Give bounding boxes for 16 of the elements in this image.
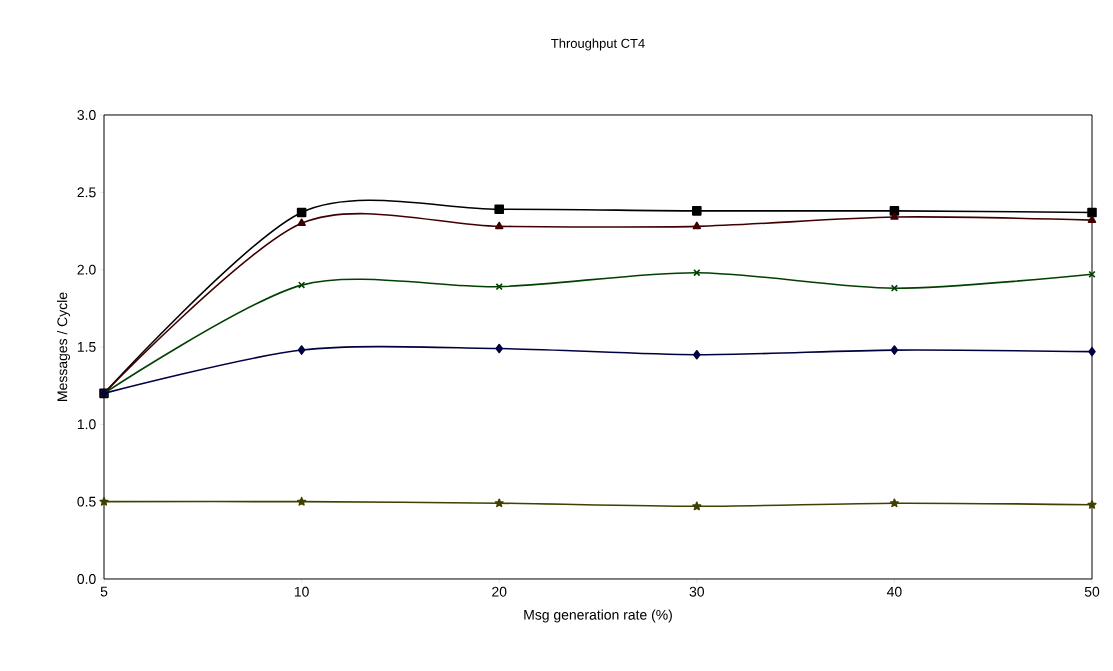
x-tick-label: 10 [294,586,309,597]
x-tick-label: 50 [1084,586,1100,597]
y-axis-title: Messages / Cycle [57,292,70,401]
x-tick-label: 5 [100,586,108,597]
chart-title: Throughput CT4 [551,38,645,51]
y-tick-label: 1.0 [77,419,96,430]
y-tick-label: 1.5 [77,342,96,352]
y-tick-label: 0.5 [77,496,96,507]
x-tick-label: 20 [492,586,507,597]
y-tick-label: 3.0 [77,110,96,120]
y-tick-label: 2.0 [77,264,96,275]
x-tick-label: 30 [689,586,705,597]
x-axis-title: Msg generation rate (%) [524,609,672,623]
y-tick-label: 2.5 [77,187,96,198]
x-tick-label: 40 [886,586,902,597]
y-tick-label: 0.0 [77,574,96,584]
